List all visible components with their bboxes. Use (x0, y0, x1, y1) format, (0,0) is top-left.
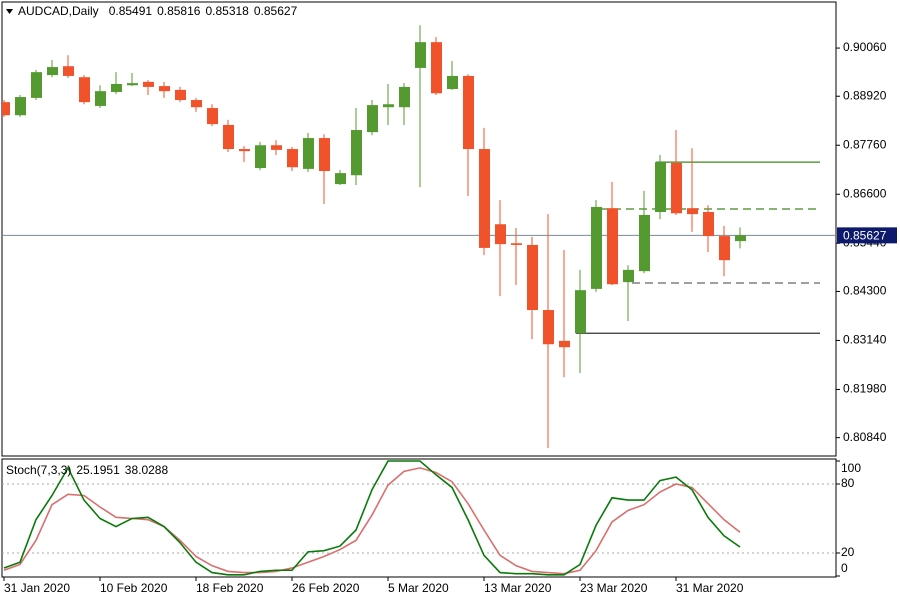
candle-body (575, 290, 586, 334)
candle-body (447, 75, 458, 90)
candle-body (687, 208, 698, 215)
axes: 0.808400.819800.831400.843000.854400.866… (3, 40, 897, 595)
candle-body (415, 42, 426, 68)
candle-body (143, 81, 154, 87)
candle-body (559, 340, 570, 348)
main-panel (1, 1, 837, 457)
x-tick-label: 10 Feb 2020 (100, 581, 168, 595)
candle-body (47, 67, 58, 76)
candle-body (623, 269, 634, 283)
candle-body (2, 102, 10, 116)
y-tick-label: 0.87760 (843, 137, 887, 151)
x-tick-label: 13 Mar 2020 (484, 581, 552, 595)
x-tick-label: 31 Mar 2020 (676, 581, 744, 595)
x-tick-label: 23 Mar 2020 (580, 581, 648, 595)
low-value: 0.85318 (205, 4, 249, 18)
candle-body (15, 97, 26, 116)
candle-body (735, 235, 746, 242)
y-tick-label: 0.83140 (843, 333, 887, 347)
y-tick-label: 0.88920 (843, 88, 887, 102)
stoch-line (3, 467, 741, 575)
candle-body (207, 108, 218, 125)
main-plot (2, 25, 836, 449)
candle-body (591, 206, 602, 289)
candle-body (479, 149, 490, 248)
candle-body (383, 104, 394, 108)
candle-body (319, 138, 330, 172)
candle-body (111, 83, 122, 92)
candle-body (175, 89, 186, 101)
candle-body (159, 86, 170, 92)
candle-body (191, 100, 202, 108)
x-tick-label: 5 Mar 2020 (388, 581, 449, 595)
symbol: AUDCAD,Daily (18, 4, 99, 18)
y-tick-label: 0.86600 (843, 186, 887, 200)
close-value: 0.85627 (254, 4, 298, 18)
candle-body (495, 224, 506, 245)
stoch-d: 38.0288 (125, 463, 169, 477)
stoch-k: 25.1951 (76, 463, 120, 477)
candle-body (527, 244, 538, 311)
y-tick-label: 0.80840 (843, 430, 887, 444)
candle-body (639, 214, 650, 272)
y-tick-label: 0.90060 (843, 40, 887, 54)
chart-title: AUDCAD,Daily 0.85491 0.85816 0.85318 0.85627 (18, 4, 298, 18)
price-label: 0.85627 (843, 229, 887, 243)
y-tick-label: 0.84300 (843, 284, 887, 298)
y-tick-label: 80 (841, 476, 855, 490)
stoch-plot (2, 460, 836, 576)
y-tick-label: 0.81980 (843, 382, 887, 396)
candle-body (719, 236, 730, 261)
candle-body (351, 130, 362, 176)
x-tick-label: 26 Feb 2020 (292, 581, 360, 595)
candle-body (127, 83, 138, 86)
y-tick-label: 100 (841, 461, 861, 475)
candle-body (399, 86, 410, 108)
candle-body (431, 42, 442, 94)
candle-body (671, 162, 682, 214)
candle-body (703, 211, 714, 237)
open-value: 0.85491 (109, 4, 153, 18)
candle-body (335, 173, 346, 185)
candle-body (463, 75, 474, 150)
stoch-title: Stoch(7,3,3) 25.1951 38.0288 (6, 463, 168, 477)
menu-arrow[interactable] (6, 9, 13, 14)
price-label-box (837, 227, 897, 244)
candle-body (79, 77, 90, 103)
y-tick-label: 0 (841, 561, 848, 575)
candle-body (31, 72, 42, 98)
candle-body (511, 243, 522, 245)
x-tick-label: 31 Jan 2020 (4, 581, 70, 595)
y-tick-label: 20 (841, 545, 855, 559)
candle-body (287, 149, 298, 168)
candle-body (607, 208, 618, 285)
candle-body (95, 91, 106, 106)
candle-body (223, 124, 234, 150)
stoch-line (3, 460, 741, 576)
candle-body (255, 145, 266, 169)
candle-body (271, 145, 282, 150)
candle-body (63, 66, 74, 76)
high-value: 0.85816 (157, 4, 201, 18)
stoch-name: Stoch(7,3,3) (6, 463, 71, 477)
x-tick-label: 18 Feb 2020 (196, 581, 264, 595)
candle-body (303, 138, 314, 169)
candle-body (655, 162, 666, 212)
candle-body (543, 310, 554, 345)
candle-body (239, 149, 250, 152)
candle-body (367, 105, 378, 133)
